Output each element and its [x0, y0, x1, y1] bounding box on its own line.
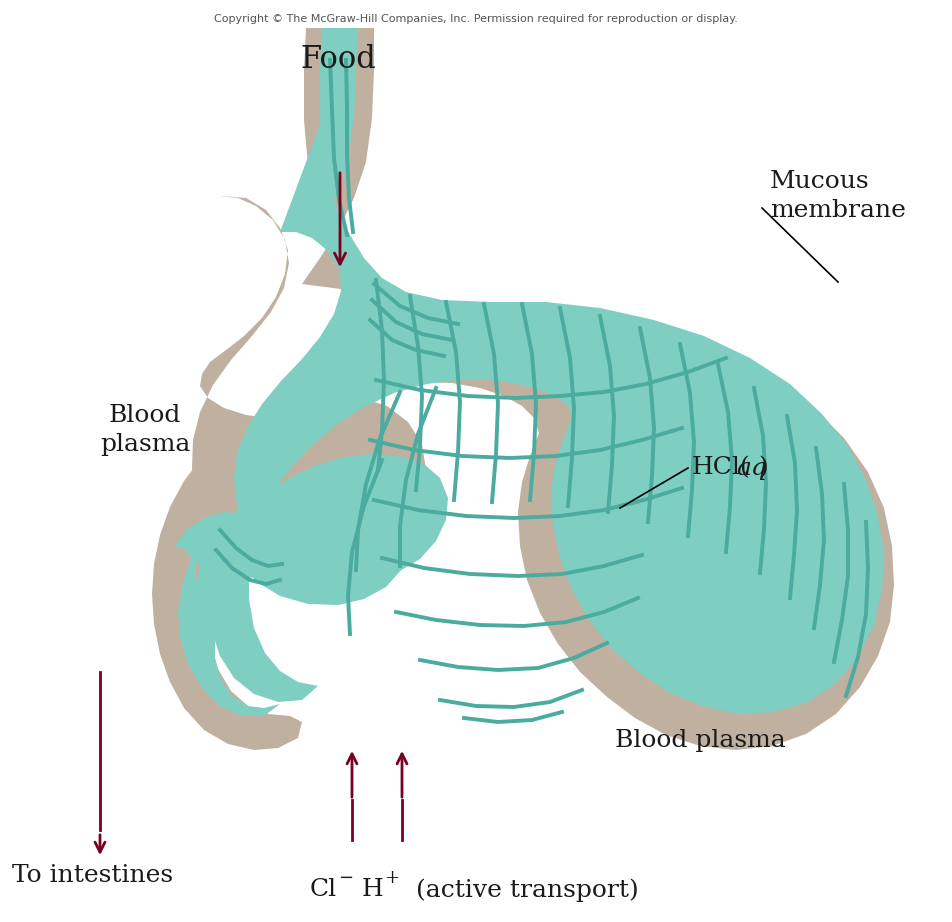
Text: H: H: [353, 879, 384, 902]
Polygon shape: [320, 28, 365, 262]
Text: Blood
plasma: Blood plasma: [100, 405, 190, 455]
Text: Cl: Cl: [309, 879, 337, 902]
Text: Copyright © The McGraw-Hill Companies, Inc. Permission required for reproduction: Copyright © The McGraw-Hill Companies, I…: [214, 14, 737, 24]
Text: Blood plasma: Blood plasma: [614, 728, 784, 751]
Text: +: +: [384, 869, 399, 887]
Text: (active transport): (active transport): [400, 879, 638, 902]
Text: aq: aq: [735, 456, 766, 479]
Text: Mucous
membrane: Mucous membrane: [769, 171, 905, 221]
Text: −: −: [338, 869, 353, 887]
Polygon shape: [174, 512, 271, 582]
Polygon shape: [178, 475, 409, 716]
Text: HCl(: HCl(: [691, 456, 750, 479]
Text: To intestines: To intestines: [12, 865, 173, 888]
Polygon shape: [302, 28, 373, 293]
Polygon shape: [209, 28, 883, 714]
Polygon shape: [151, 196, 893, 750]
Text: Food: Food: [300, 44, 375, 75]
Text: ): ): [757, 456, 767, 479]
